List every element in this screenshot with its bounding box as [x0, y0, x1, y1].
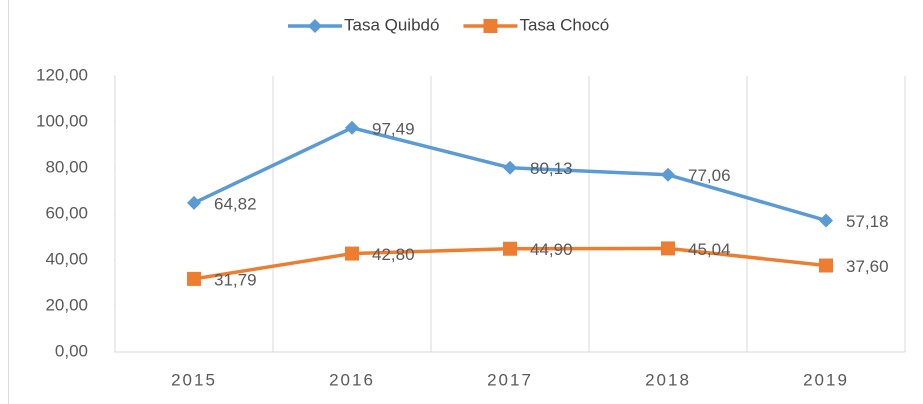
data-label: 42,80: [372, 245, 415, 264]
y-tick-label: 120,00: [36, 65, 88, 84]
x-tick-label: 2015: [171, 370, 217, 389]
data-label: 37,60: [846, 257, 889, 276]
x-tick-label: 2019: [803, 370, 849, 389]
x-tick-label: 2016: [329, 370, 375, 389]
y-tick-label: 40,00: [45, 249, 88, 268]
data-label: 77,06: [688, 166, 731, 185]
data-label: 64,82: [214, 194, 257, 213]
marker: [661, 241, 675, 256]
data-label: 97,49: [372, 119, 415, 138]
y-tick-label: 20,00: [45, 295, 88, 314]
marker: [819, 258, 833, 273]
x-tick-label: 2017: [487, 370, 533, 389]
marker: [503, 160, 517, 175]
marker: [661, 167, 675, 182]
marker: [308, 19, 322, 33]
marker: [345, 246, 359, 261]
marker: [819, 213, 833, 228]
y-tick-label: 0,00: [55, 341, 88, 360]
marker: [503, 241, 517, 256]
marker: [187, 271, 201, 286]
y-tick-label: 60,00: [45, 203, 88, 222]
legend-label: Tasa Chocó: [519, 15, 609, 34]
legend-label: Tasa Quibdó: [344, 15, 439, 34]
data-label: 57,18: [846, 212, 889, 231]
marker: [187, 195, 201, 210]
y-tick-label: 100,00: [36, 111, 88, 130]
y-tick-label: 80,00: [45, 157, 88, 176]
data-label: 31,79: [214, 270, 257, 289]
x-tick-label: 2018: [645, 370, 691, 389]
marker: [345, 120, 359, 135]
data-label: 44,90: [530, 240, 573, 259]
marker: [483, 19, 498, 33]
data-label: 80,13: [530, 159, 573, 178]
data-label: 45,04: [688, 240, 731, 259]
